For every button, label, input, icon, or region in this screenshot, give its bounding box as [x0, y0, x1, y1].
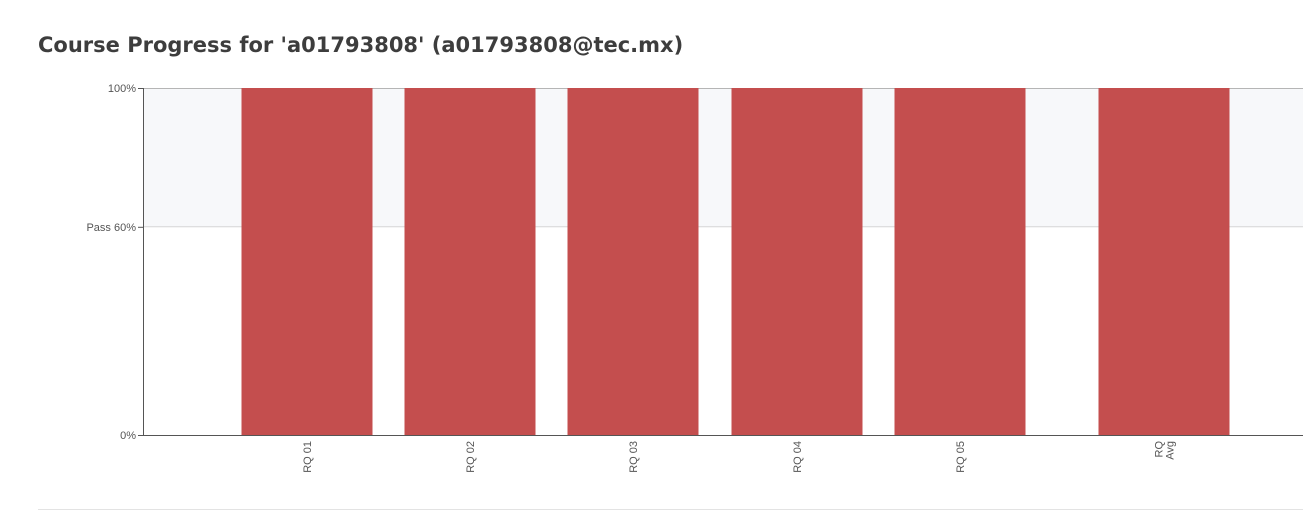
page-title: Course Progress for 'a01793808' (a017938…	[38, 33, 684, 57]
bar[interactable]	[1098, 88, 1230, 435]
y-tick-label: Pass 60%	[86, 222, 136, 234]
bar[interactable]	[404, 88, 536, 435]
bar[interactable]	[731, 88, 863, 435]
x-tick-label: RQ 04	[792, 441, 804, 473]
bar[interactable]	[241, 88, 373, 435]
bar[interactable]	[894, 88, 1026, 435]
x-tick-label: RQ	[1154, 441, 1166, 458]
x-tick-label: Avg	[1165, 441, 1177, 460]
course-progress-chart: 0% Pass 60% 100% RQ 01 RQ 02 RQ 03 RQ 04 RQ 05…	[86, 83, 1303, 473]
x-tick-label: RQ 02	[465, 441, 477, 473]
y-tick-label: 100%	[108, 83, 136, 95]
x-tick-label: RQ 03	[628, 441, 640, 473]
y-tick-label: 0%	[120, 430, 136, 442]
bar[interactable]	[567, 88, 699, 435]
bottom-divider	[38, 509, 1303, 510]
x-tick-label: RQ 05	[955, 441, 967, 473]
x-tick-label: RQ 01	[302, 441, 314, 473]
